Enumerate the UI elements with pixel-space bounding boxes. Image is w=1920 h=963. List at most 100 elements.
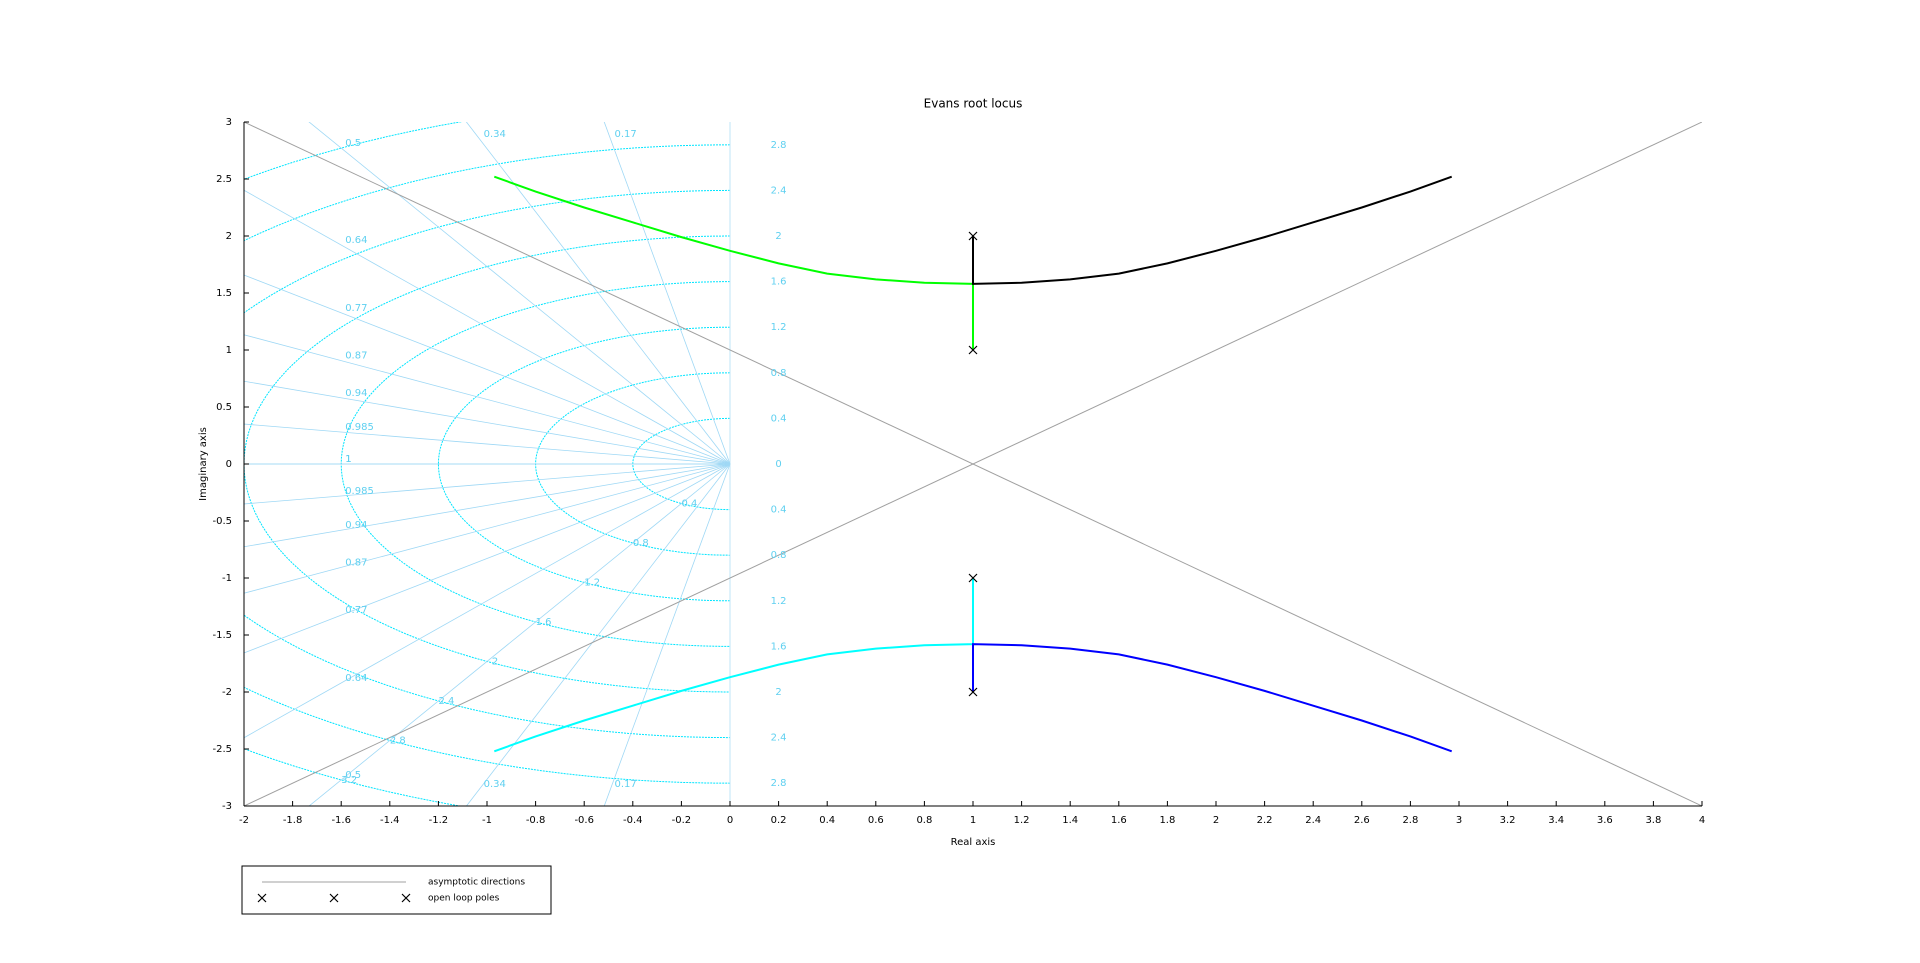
y-tick-label: 1.5 bbox=[216, 288, 232, 299]
y-tick-label: -3 bbox=[222, 801, 232, 812]
damping-label: 0.34 bbox=[484, 779, 506, 790]
x-tick-label: -0.6 bbox=[574, 815, 594, 826]
x-tick-label: 2 bbox=[1213, 815, 1219, 826]
damping-label: 1 bbox=[345, 454, 351, 465]
x-tick-label: 4 bbox=[1699, 815, 1705, 826]
damping-label: 0.34 bbox=[484, 129, 506, 140]
damping-label: 0.77 bbox=[345, 303, 367, 314]
damping-line bbox=[244, 463, 731, 548]
x-tick-label: 1.4 bbox=[1062, 815, 1078, 826]
pole-marker bbox=[968, 345, 978, 355]
y-axis-label: Imaginary axis bbox=[198, 427, 209, 501]
x-tick-label: -1.4 bbox=[380, 815, 400, 826]
locus-branch bbox=[493, 175, 974, 350]
frequency-label: 0.8 bbox=[771, 550, 787, 561]
x-tick-label: 1.6 bbox=[1111, 815, 1127, 826]
y-tick-label: -2 bbox=[222, 687, 232, 698]
legend-marker-sample bbox=[257, 893, 267, 903]
damping-line bbox=[244, 380, 731, 465]
frequency-label: 2.4 bbox=[771, 733, 787, 744]
frequency-label: 1.6 bbox=[771, 641, 787, 652]
frequency-label: 2 bbox=[775, 231, 781, 242]
y-tick-label: 3 bbox=[226, 117, 232, 128]
damping-line bbox=[244, 463, 731, 505]
frequency-label: 0.8 bbox=[633, 538, 649, 549]
y-tick-label: -1 bbox=[222, 573, 232, 584]
x-tick-label: -0.8 bbox=[526, 815, 546, 826]
frequency-label: 2 bbox=[775, 687, 781, 698]
damping-label: 0.87 bbox=[345, 351, 367, 362]
x-tick-label: 3.2 bbox=[1500, 815, 1516, 826]
x-tick-label: 3.6 bbox=[1597, 815, 1613, 826]
damping-label: 0.94 bbox=[345, 388, 367, 399]
damping-label: 0.87 bbox=[345, 557, 367, 568]
damping-label: 0.5 bbox=[345, 770, 361, 781]
pole-marker bbox=[968, 573, 978, 583]
y-tick-label: -2.5 bbox=[212, 744, 232, 755]
damping-label: 0.77 bbox=[345, 605, 367, 616]
x-tick-label: 0.8 bbox=[916, 815, 932, 826]
frequency-label: 0.4 bbox=[771, 413, 787, 424]
damping-label: 0.985 bbox=[345, 422, 374, 433]
damping-line bbox=[465, 463, 731, 806]
damping-label: 0.985 bbox=[345, 486, 374, 497]
frequency-label: 0.4 bbox=[771, 505, 787, 516]
y-tick-label: -1.5 bbox=[212, 630, 232, 641]
damping-line bbox=[308, 463, 731, 806]
x-tick-label: -0.2 bbox=[672, 815, 692, 826]
legend-label: open loop poles bbox=[428, 894, 500, 904]
damping-line bbox=[603, 122, 731, 465]
x-tick-label: -2 bbox=[239, 815, 249, 826]
y-tick-label: 0.5 bbox=[216, 402, 232, 413]
asymptote bbox=[244, 122, 1702, 806]
frequency-label: 1.6 bbox=[536, 617, 552, 628]
damping-label: 0.94 bbox=[345, 520, 367, 531]
legend-marker-sample bbox=[329, 893, 339, 903]
frequency-label: 3.2 bbox=[341, 775, 357, 786]
locus-branch bbox=[972, 175, 1453, 285]
frequency-label: 0.4 bbox=[681, 498, 697, 509]
x-tick-label: -1.2 bbox=[429, 815, 449, 826]
damping-line bbox=[244, 463, 731, 739]
x-tick-label: 0.4 bbox=[819, 815, 835, 826]
frequency-label: 2.4 bbox=[771, 185, 787, 196]
locus-branch bbox=[972, 643, 1453, 753]
x-tick-label: -1.8 bbox=[283, 815, 303, 826]
damping-line bbox=[244, 463, 731, 654]
x-tick-label: -1.6 bbox=[331, 815, 351, 826]
damping-line bbox=[603, 463, 731, 806]
damping-label: 0.64 bbox=[345, 673, 367, 684]
y-tick-label: 0 bbox=[226, 459, 232, 470]
damping-line bbox=[244, 189, 731, 465]
x-tick-label: 2.8 bbox=[1402, 815, 1418, 826]
x-tick-label: 3 bbox=[1456, 815, 1462, 826]
frequency-label: 0.8 bbox=[771, 368, 787, 379]
x-tick-label: 1 bbox=[970, 815, 976, 826]
frequency-label: 1.2 bbox=[771, 322, 787, 333]
damping-line bbox=[308, 122, 731, 465]
damping-line bbox=[244, 463, 731, 594]
y-tick-label: 2.5 bbox=[216, 174, 232, 185]
x-tick-label: 3.8 bbox=[1645, 815, 1661, 826]
legend-box bbox=[241, 865, 552, 915]
frequency-label: 0 bbox=[775, 459, 781, 470]
frequency-label: 2 bbox=[492, 656, 498, 667]
frequency-label: 2.8 bbox=[390, 735, 406, 746]
s-grid bbox=[244, 122, 731, 806]
frequency-label: 1.2 bbox=[584, 577, 600, 588]
frequency-label: 2.8 bbox=[771, 140, 787, 151]
chart-title: Evans root locus bbox=[924, 97, 1023, 111]
pole-marker bbox=[968, 687, 978, 697]
damping-line bbox=[244, 334, 731, 465]
frequency-label: 1.2 bbox=[771, 596, 787, 607]
y-tick-label: -0.5 bbox=[212, 516, 232, 527]
damping-label: 0.5 bbox=[345, 138, 361, 149]
locus-branch bbox=[493, 578, 974, 753]
y-tick-label: 2 bbox=[226, 231, 232, 242]
x-tick-label: 2.2 bbox=[1257, 815, 1273, 826]
damping-line bbox=[244, 423, 731, 465]
legend-label: asymptotic directions bbox=[428, 878, 525, 888]
frequency-label: 2.8 bbox=[771, 778, 787, 789]
damping-line bbox=[465, 122, 731, 465]
